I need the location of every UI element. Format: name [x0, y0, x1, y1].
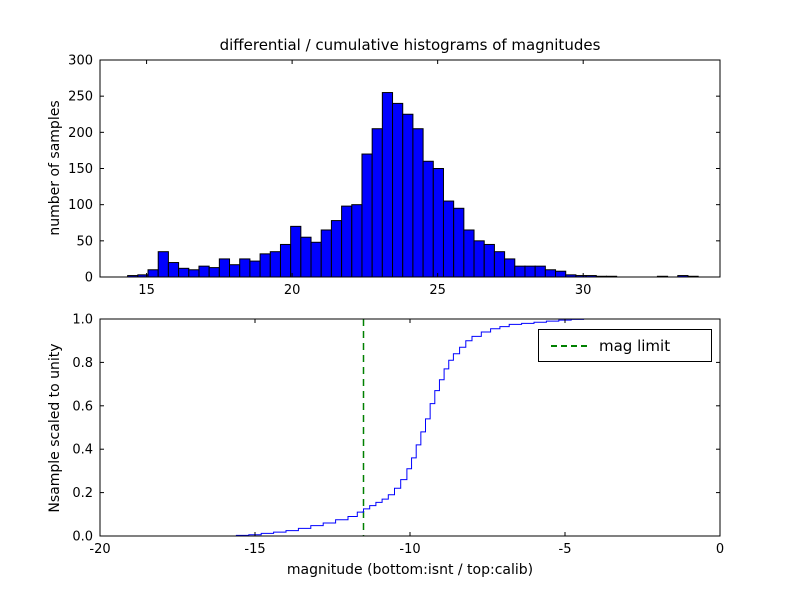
svg-text:25: 25 — [429, 283, 446, 298]
svg-text:1.0: 1.0 — [72, 313, 93, 328]
svg-text:-20: -20 — [89, 542, 110, 557]
svg-text:300: 300 — [68, 54, 93, 69]
svg-text:15: 15 — [138, 283, 155, 298]
svg-text:0.6: 0.6 — [72, 399, 93, 414]
svg-text:0.0: 0.0 — [72, 530, 93, 545]
svg-text:0.4: 0.4 — [72, 443, 93, 458]
svg-text:0.8: 0.8 — [72, 356, 93, 371]
svg-text:200: 200 — [68, 126, 93, 141]
chart-title: differential / cumulative histograms of … — [219, 36, 601, 54]
svg-text:30: 30 — [575, 283, 592, 298]
svg-text:100: 100 — [68, 198, 93, 213]
bottom-xlabel: magnitude (bottom:isnt / top:calib) — [286, 562, 534, 578]
svg-text:50: 50 — [76, 234, 93, 249]
svg-text:-10: -10 — [399, 542, 420, 557]
svg-text:0: 0 — [716, 542, 724, 557]
svg-text:-5: -5 — [559, 542, 572, 557]
svg-text:0: 0 — [85, 271, 93, 286]
svg-text:150: 150 — [68, 162, 93, 177]
svg-text:250: 250 — [68, 90, 93, 105]
svg-text:0.2: 0.2 — [72, 486, 93, 501]
svg-text:20: 20 — [284, 283, 301, 298]
legend: mag limit — [538, 329, 712, 362]
dashed-line-icon — [551, 344, 587, 347]
svg-text:-15: -15 — [244, 542, 265, 557]
legend-label: mag limit — [599, 336, 671, 355]
